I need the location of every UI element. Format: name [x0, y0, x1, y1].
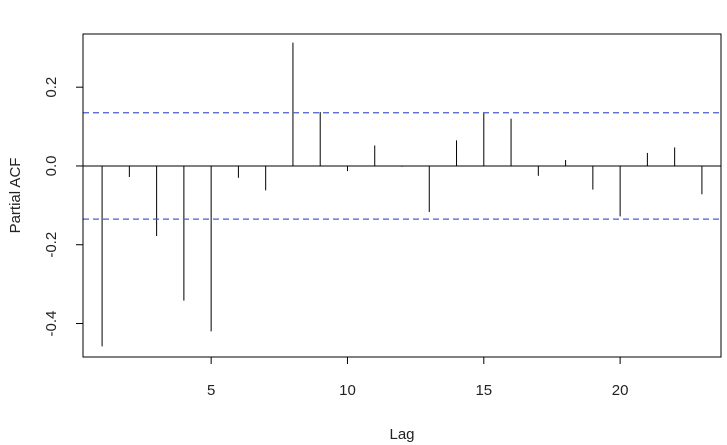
x-tick-label-10: 10 — [339, 382, 356, 399]
y-tick-label-3: 0.2 — [43, 77, 60, 98]
x-tick-label-20: 20 — [612, 382, 629, 399]
x-axis: 5 10 15 20 — [207, 357, 628, 399]
x-tick-label-5: 5 — [207, 382, 215, 399]
y-tick-label-0: -0.4 — [43, 311, 60, 337]
pacf-spikes — [101, 42, 703, 347]
x-axis-label: Lag — [389, 426, 414, 443]
y-tick-label-1: -0.2 — [43, 232, 60, 258]
x-tick-label-15: 15 — [475, 382, 492, 399]
plot-box — [82, 33, 722, 358]
confidence-lines — [83, 112, 721, 220]
y-axis-label: Partial ACF — [7, 158, 24, 234]
y-axis: -0.4 -0.2 0.0 0.2 — [43, 77, 83, 337]
y-tick-label-2: 0.0 — [43, 156, 60, 177]
